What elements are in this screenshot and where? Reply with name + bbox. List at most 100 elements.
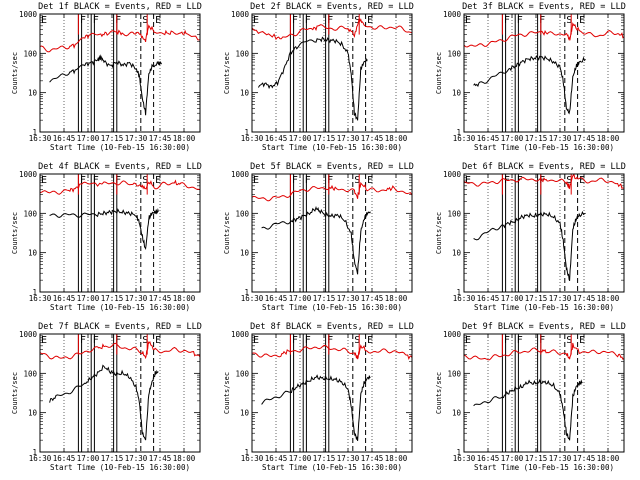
y-tick-label: 100 (447, 369, 461, 378)
y-axis-label: Counts/sec (11, 52, 19, 94)
series-lld-line (463, 173, 625, 190)
chart-title: Det 4f BLACK = Events, RED = LLD (38, 162, 202, 172)
y-tick-label: 1000 (231, 330, 250, 339)
event-marker-label: S (354, 15, 360, 26)
x-tick-label: 16:45 (53, 294, 76, 303)
x-tick-label: 17:30 (125, 294, 148, 303)
y-tick-label: 1 (456, 128, 461, 137)
series-lld-line (39, 24, 200, 53)
y-tick-label: 10 (452, 249, 462, 258)
x-tick-label: 17:00 (501, 294, 524, 303)
x-tick-label: 17:30 (337, 294, 360, 303)
y-tick-label: 100 (447, 49, 461, 58)
event-marker-label: F (504, 335, 510, 346)
y-tick-label: 100 (235, 49, 249, 58)
x-tick-label: 16:30 (453, 134, 476, 143)
x-tick-label: 18:00 (597, 454, 620, 463)
chart-title: Det 8f BLACK = Events, RED = LLD (250, 322, 414, 332)
x-tick-label: 16:30 (29, 294, 52, 303)
y-tick-label: 1 (456, 288, 461, 297)
x-axis-label: Start Time (10-Feb-15 16:30:00) (50, 463, 190, 472)
plot-frame (251, 173, 413, 293)
chart-title: Det 2f BLACK = Events, RED = LLD (250, 2, 414, 12)
event-marker-label: F (517, 15, 523, 26)
x-tick-label: 17:30 (125, 134, 148, 143)
x-tick-label: 17:15 (525, 294, 548, 303)
event-marker-label: F (93, 15, 99, 26)
x-axis-label: Start Time (10-Feb-15 16:30:00) (50, 303, 190, 312)
event-marker-label: F (305, 15, 311, 26)
y-tick-label: 100 (235, 209, 249, 218)
event-marker-label: F (517, 335, 523, 346)
y-tick-label: 1000 (231, 10, 250, 19)
y-tick-label: 1 (456, 448, 461, 457)
y-tick-label: 10 (240, 249, 250, 258)
series-events-line (473, 378, 583, 441)
y-axis-label: Counts/sec (435, 212, 443, 254)
y-tick-label: 1000 (19, 330, 38, 339)
plot-frame (39, 173, 201, 293)
event-marker-label: E (579, 175, 585, 186)
series-events-line (49, 54, 163, 116)
x-tick-label: 17:15 (525, 134, 548, 143)
x-tick-label: 17:00 (77, 454, 100, 463)
x-tick-label: 16:30 (241, 134, 264, 143)
event-marker-label: E (155, 335, 161, 346)
chart-title: Det 6f BLACK = Events, RED = LLD (462, 162, 626, 172)
y-tick-label: 1 (32, 288, 37, 297)
x-tick-label: 17:00 (501, 134, 524, 143)
x-tick-label: 18:00 (385, 294, 408, 303)
event-marker-label: E (41, 335, 47, 346)
x-tick-label: 17:15 (525, 454, 548, 463)
series-events-line (49, 364, 159, 441)
event-marker-label: F (115, 15, 121, 26)
y-tick-label: 1 (244, 448, 249, 457)
event-marker-label: E (579, 335, 585, 346)
event-marker-label: S (142, 15, 148, 26)
x-tick-label: 17:00 (77, 294, 100, 303)
event-marker-label: F (115, 175, 121, 186)
plot-frame (463, 333, 625, 453)
event-marker-label: S (354, 335, 360, 346)
series-lld-line (251, 344, 413, 361)
plot-frame (463, 13, 625, 133)
series-events-line (257, 36, 368, 121)
x-tick-label: 17:45 (149, 134, 172, 143)
y-tick-label: 100 (23, 49, 37, 58)
x-tick-label: 17:00 (289, 294, 312, 303)
event-marker-label: S (142, 335, 148, 346)
event-marker-label: S (566, 15, 572, 26)
x-axis-label: Start Time (10-Feb-15 16:30:00) (50, 143, 190, 152)
x-tick-label: 17:30 (549, 294, 572, 303)
x-axis-label: Start Time (10-Feb-15 16:30:00) (474, 303, 614, 312)
event-marker-label: E (253, 175, 259, 186)
x-tick-label: 16:45 (477, 294, 500, 303)
series-events-line (49, 208, 159, 251)
series-events-line (261, 374, 371, 441)
series-lld-line (251, 181, 413, 202)
event-marker-label: F (115, 335, 121, 346)
x-tick-label: 17:45 (573, 134, 596, 143)
chart-panel-8: Det 8f BLACK = Events, RED = LLD 16:30 16:… (223, 322, 414, 472)
chart-title: Det 1f BLACK = Events, RED = LLD (38, 2, 202, 12)
y-axis-label: Counts/sec (435, 372, 443, 414)
x-tick-label: 18:00 (173, 454, 196, 463)
series-lld-line (463, 22, 625, 48)
x-tick-label: 16:45 (53, 454, 76, 463)
event-marker-label: E (367, 175, 373, 186)
x-tick-label: 18:00 (173, 294, 196, 303)
event-marker-label: F (305, 175, 311, 186)
x-tick-label: 16:45 (477, 134, 500, 143)
x-tick-label: 16:30 (29, 134, 52, 143)
y-tick-label: 1000 (443, 170, 462, 179)
x-tick-label: 16:30 (241, 454, 264, 463)
x-tick-label: 17:30 (549, 454, 572, 463)
event-marker-label: F (292, 175, 298, 186)
x-tick-label: 17:15 (101, 134, 124, 143)
series-lld-line (463, 342, 625, 361)
y-tick-label: 1 (32, 448, 37, 457)
event-marker-label: F (539, 15, 545, 26)
x-tick-label: 17:15 (313, 454, 336, 463)
series-events-line (261, 205, 371, 275)
